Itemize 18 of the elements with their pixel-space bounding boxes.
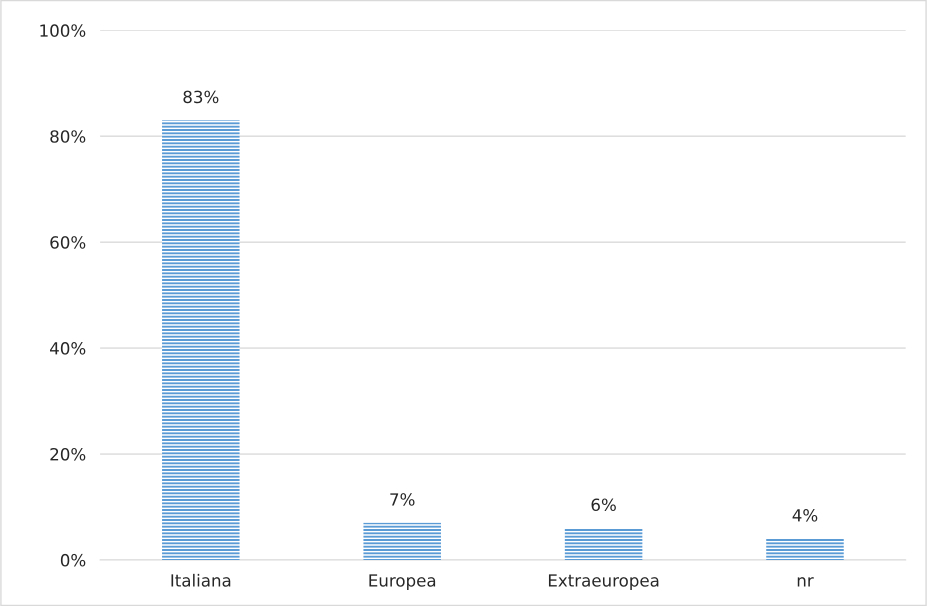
x-tick-label: Extraeuropea xyxy=(548,574,658,590)
bar xyxy=(564,528,642,560)
data-label: 83% xyxy=(183,90,218,104)
bar xyxy=(162,120,240,560)
bar xyxy=(363,522,441,560)
bar xyxy=(766,538,844,560)
x-tick-label: Italiana xyxy=(171,574,230,587)
y-tick-label: 40% xyxy=(50,342,86,355)
x-tick-label: Europea xyxy=(369,574,436,590)
y-tick-label: 80% xyxy=(50,130,86,143)
x-tick-label: nr xyxy=(798,577,814,586)
y-tick-label: 0% xyxy=(60,554,86,567)
y-tick-label: 60% xyxy=(50,236,86,249)
y-tick-label: 20% xyxy=(50,448,86,461)
data-label: 7% xyxy=(390,493,415,506)
data-label: 4% xyxy=(792,509,818,522)
y-tick-label: 100% xyxy=(40,24,86,37)
data-label: 6% xyxy=(592,498,616,512)
